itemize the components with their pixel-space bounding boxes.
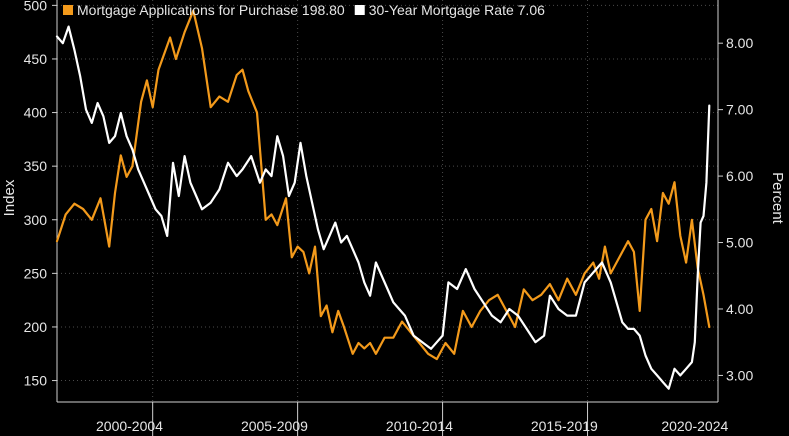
series-layer	[55, 9, 711, 390]
label-layer: Mortgage Applications for Purchase 198.8…	[63, 2, 545, 18]
left-tick-label: 200	[24, 319, 48, 335]
left-tick-label: 400	[24, 105, 48, 121]
grid-layer	[57, 0, 718, 402]
right-tick-label: 6.00	[726, 168, 753, 184]
series-line-applications	[55, 9, 711, 361]
left-tick-label: 350	[24, 158, 48, 174]
legend-swatch	[354, 5, 365, 15]
right-tick-label: 4.00	[726, 301, 753, 317]
series-line-rate	[55, 25, 711, 390]
left-tick-label: 150	[24, 373, 48, 389]
right-axis-title: Percent	[769, 172, 786, 225]
x-category-label: 2000-2004	[96, 418, 163, 434]
left-tick-label: 300	[24, 212, 48, 228]
x-category-label: 2005-2009	[241, 418, 308, 434]
legend-item: Mortgage Applications for Purchase 198.8…	[63, 2, 345, 18]
left-tick-label: 250	[24, 265, 48, 281]
left-tick-label: 500	[24, 0, 48, 13]
right-tick-label: 3.00	[726, 367, 753, 383]
x-category-label: 2010-2014	[386, 418, 453, 434]
right-tick-label: 8.00	[726, 35, 753, 51]
right-tick-label: 7.00	[726, 102, 753, 118]
x-category-label: 2015-2019	[531, 418, 598, 434]
legend-label: 30-Year Mortgage Rate 7.06	[369, 2, 545, 18]
left-tick-label: 450	[24, 51, 48, 67]
legend-swatch	[63, 5, 73, 15]
right-tick-label: 5.00	[726, 235, 753, 251]
x-category-label: 2020-2024	[661, 418, 728, 434]
legend-label: Mortgage Applications for Purchase 198.8…	[77, 2, 345, 18]
legend-item: 30-Year Mortgage Rate 7.06	[354, 2, 545, 18]
left-axis-title: Index	[1, 179, 18, 216]
